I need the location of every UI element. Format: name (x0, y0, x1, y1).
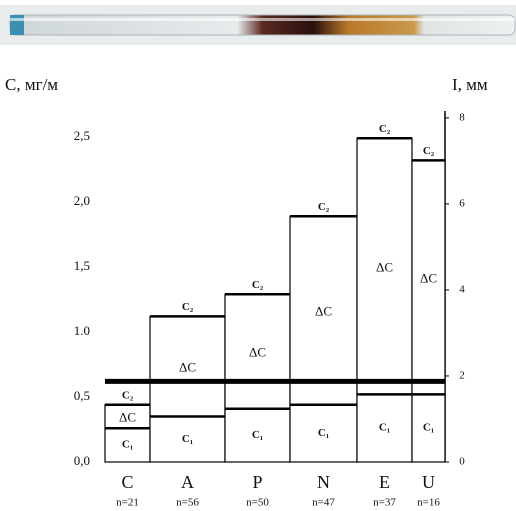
y2-tick-label: 0 (459, 456, 465, 468)
c2-label: C₂ (318, 201, 330, 213)
delta-label: ΔC (179, 359, 196, 374)
bar (357, 138, 412, 462)
n-label: n=47 (312, 497, 335, 509)
delta-label: ΔC (376, 259, 393, 274)
c2-label: C₂ (122, 389, 134, 401)
y-tick-label: 2,5 (74, 128, 90, 143)
n-label: n=50 (246, 497, 269, 509)
c1-label: C₁ (423, 422, 434, 434)
x-tick-label: P (252, 472, 262, 492)
x-tick-label: U (422, 472, 435, 492)
n-label: n=56 (176, 497, 199, 509)
c2-label: C₂ (379, 123, 391, 135)
n-label: n=16 (417, 497, 440, 509)
delta-label: ΔC (315, 304, 332, 319)
y2-axis-title: I, мм (452, 75, 488, 94)
y2-tick-label: 2 (459, 370, 465, 382)
bar (290, 216, 357, 462)
chart: C, мг/м I, мм 0,0 0,5 1.0 1,5 2,0 2,5 0 2 4 6 8 C₂ Δ… (0, 0, 516, 511)
n-label: n=21 (116, 497, 139, 509)
x-tick-label: A (181, 472, 194, 492)
y-tick-label: 1.0 (74, 323, 90, 338)
c2-label: C₂ (182, 301, 194, 313)
delta-label: ΔC (249, 344, 266, 359)
tube-photo (0, 5, 516, 45)
c1-label: C₁ (252, 429, 263, 441)
y2-tick-label: 6 (459, 197, 465, 209)
delta-label: ΔC (420, 270, 437, 285)
delta-label: ΔC (119, 409, 136, 424)
y2-tick-label: 4 (459, 283, 465, 295)
c1-label: C₁ (122, 439, 133, 451)
c1-label: C₁ (182, 433, 193, 445)
c1-label: C₁ (318, 427, 329, 439)
y-tick-label: 1,5 (74, 258, 90, 273)
x-tick-label: E (379, 472, 390, 492)
c2-label: C₂ (252, 279, 264, 291)
c2-label: C₂ (423, 145, 435, 157)
x-tick-label: C (121, 472, 133, 492)
c1-label: C₁ (379, 422, 390, 434)
n-label: n=37 (373, 497, 396, 509)
y-tick-label: 0,5 (74, 388, 90, 403)
y2-tick-label: 8 (459, 111, 465, 123)
x-tick-label: N (317, 472, 330, 492)
y-tick-label: 2,0 (74, 193, 90, 208)
y-axis-title: C, мг/м (5, 75, 58, 94)
y-tick-label: 0,0 (74, 453, 90, 468)
bar (412, 160, 445, 462)
